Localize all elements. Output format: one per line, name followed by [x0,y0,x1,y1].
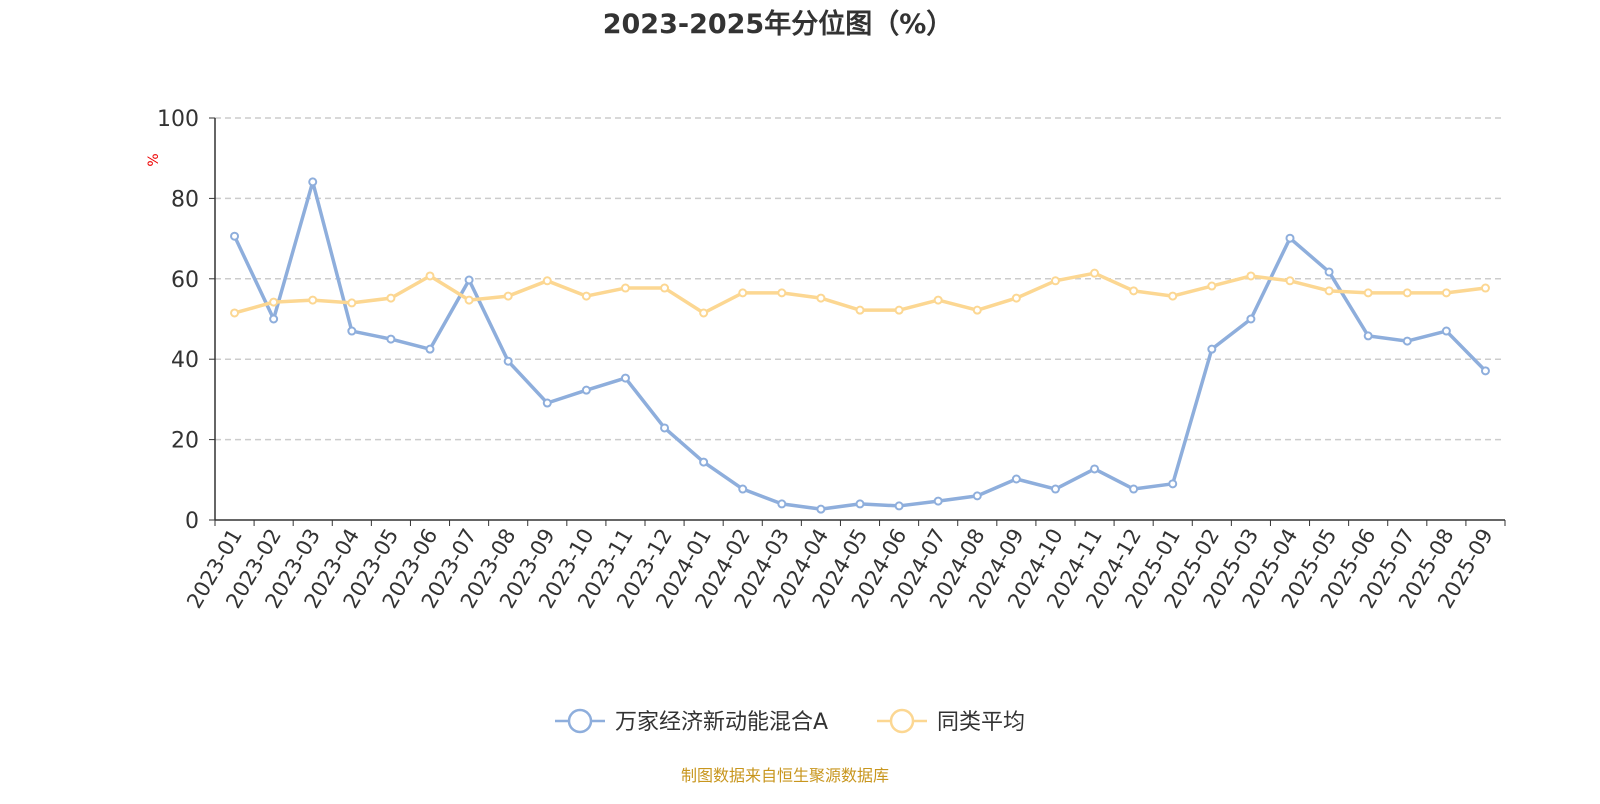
data-point [1207,344,1217,354]
data-point [1168,291,1178,301]
data-point [581,291,591,301]
data-point [581,385,591,395]
data-point [269,297,279,307]
y-tick-label: 40 [171,348,199,373]
y-tick-label: 20 [171,429,199,454]
data-point [855,305,865,315]
data-point [542,276,552,286]
data-point [1050,484,1060,494]
data-point [1402,288,1412,298]
data-point [1285,276,1295,286]
data-point [1324,286,1334,296]
data-point [816,504,826,514]
data-point [230,231,240,241]
data-point [1441,288,1451,298]
data-point [1207,281,1217,291]
data-point [1285,233,1295,243]
data-point [620,283,630,293]
data-point [972,305,982,315]
data-point [1129,484,1139,494]
data-point [933,496,943,506]
series-line-0 [232,180,1487,511]
legend-marker-icon [567,708,593,734]
data-point [1363,288,1373,298]
y-tick-label: 100 [157,107,199,132]
data-point [1011,293,1021,303]
data-point [1168,479,1178,489]
data-point [269,314,279,324]
data-point [347,326,357,336]
data-point [660,283,670,293]
data-point [816,293,826,303]
data-point [1246,271,1256,281]
data-point [777,288,787,298]
data-point [894,501,904,511]
data-point [1441,326,1451,336]
data-point [1324,267,1334,277]
data-point [1090,464,1100,474]
data-point [1480,283,1490,293]
data-point [503,356,513,366]
data-point [1363,331,1373,341]
y-axis-label: % [146,153,162,166]
data-point [1050,276,1060,286]
data-point [972,491,982,501]
data-point [425,344,435,354]
data-point [1246,314,1256,324]
legend-label: 万家经济新动能混合A [615,710,828,735]
data-point [503,291,513,301]
data-point [1402,336,1412,346]
data-point [738,288,748,298]
data-point [425,271,435,281]
data-point [308,177,318,187]
data-point [386,293,396,303]
data-point [1129,286,1139,296]
legend-item-0[interactable]: 万家经济新动能混合A [555,708,828,735]
chart-title: 2023-2025年分位图（%） [603,8,954,40]
data-point [777,499,787,509]
legend-item-1[interactable]: 同类平均 [877,708,1025,735]
legend-marker-icon [889,708,915,734]
data-point [230,308,240,318]
data-point [738,484,748,494]
data-point [464,275,474,285]
y-tick-label: 0 [185,509,199,534]
legend-label: 同类平均 [937,710,1025,735]
data-point [542,398,552,408]
data-point [1011,474,1021,484]
data-point [620,373,630,383]
data-point [1480,366,1490,376]
data-point [699,308,709,318]
data-point [894,305,904,315]
data-point [933,295,943,305]
y-tick-label: 60 [171,268,199,293]
data-point [464,295,474,305]
footer-source: 制图数据来自恒生聚源数据库 [681,766,889,785]
data-point [1090,268,1100,278]
data-point [347,298,357,308]
data-point [699,457,709,467]
y-tick-label: 80 [171,187,199,212]
data-point [308,295,318,305]
data-point [386,334,396,344]
data-point [660,423,670,433]
data-point [855,499,865,509]
